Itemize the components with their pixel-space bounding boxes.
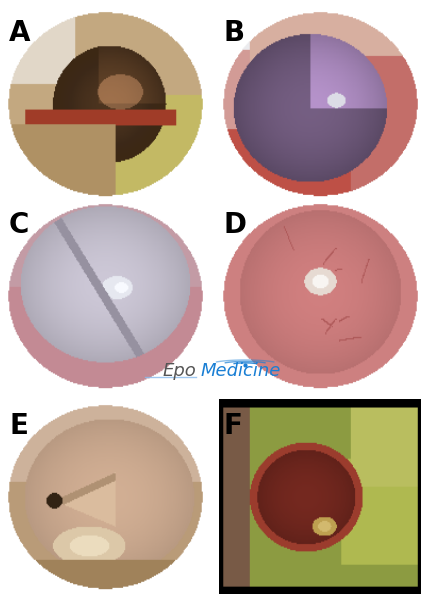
Text: A: A xyxy=(9,19,31,47)
Text: B: B xyxy=(224,19,245,47)
Text: Medicine: Medicine xyxy=(200,362,280,380)
Text: C: C xyxy=(9,211,29,239)
Text: Epo: Epo xyxy=(162,362,196,380)
Text: D: D xyxy=(224,211,246,239)
Text: E: E xyxy=(9,412,28,440)
Text: F: F xyxy=(224,412,243,440)
